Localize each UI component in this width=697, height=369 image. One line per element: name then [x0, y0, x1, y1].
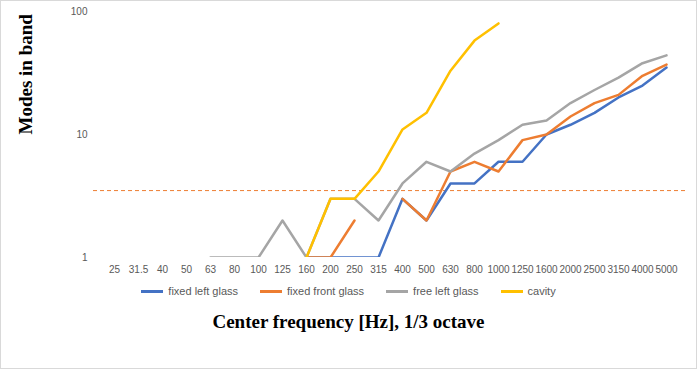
html-text:cavity: cavity — [527, 285, 556, 297]
svg-text:25: 25 — [109, 264, 121, 275]
svg-text:200: 200 — [322, 264, 339, 275]
svg-text:63: 63 — [205, 264, 217, 275]
svg-text:1250: 1250 — [511, 264, 534, 275]
svg-text:630: 630 — [442, 264, 459, 275]
svg-text:2500: 2500 — [583, 264, 606, 275]
svg-text:10: 10 — [76, 129, 88, 140]
svg-text:125: 125 — [274, 264, 291, 275]
svg-text:3150: 3150 — [607, 264, 630, 275]
svg-text:500: 500 — [418, 264, 435, 275]
html-text:fixed front glass: fixed front glass — [287, 285, 365, 297]
svg-text:800: 800 — [466, 264, 483, 275]
svg-text:315: 315 — [370, 264, 387, 275]
svg-text:2000: 2000 — [559, 264, 582, 275]
svg-text:80: 80 — [229, 264, 241, 275]
svg-text:160: 160 — [298, 264, 315, 275]
html-text:free left glass: free left glass — [413, 285, 479, 297]
svg-text:250: 250 — [346, 264, 363, 275]
svg-text:1600: 1600 — [535, 264, 558, 275]
svg-text:1: 1 — [82, 252, 88, 263]
svg-text:1000: 1000 — [487, 264, 510, 275]
html-text:Center frequency [Hz], 1/3 oct: Center frequency [Hz], 1/3 octave — [212, 311, 485, 332]
svg-text:400: 400 — [394, 264, 411, 275]
svg-text:Modes in band: Modes in band — [15, 14, 36, 135]
svg-text:40: 40 — [157, 264, 169, 275]
svg-text:4000: 4000 — [631, 264, 654, 275]
svg-text:31.5: 31.5 — [129, 264, 149, 275]
svg-text:5000: 5000 — [655, 264, 678, 275]
svg-text:100: 100 — [250, 264, 267, 275]
svg-text:100: 100 — [71, 6, 88, 17]
svg-text:50: 50 — [181, 264, 193, 275]
html-text:fixed left glass: fixed left glass — [168, 285, 238, 297]
